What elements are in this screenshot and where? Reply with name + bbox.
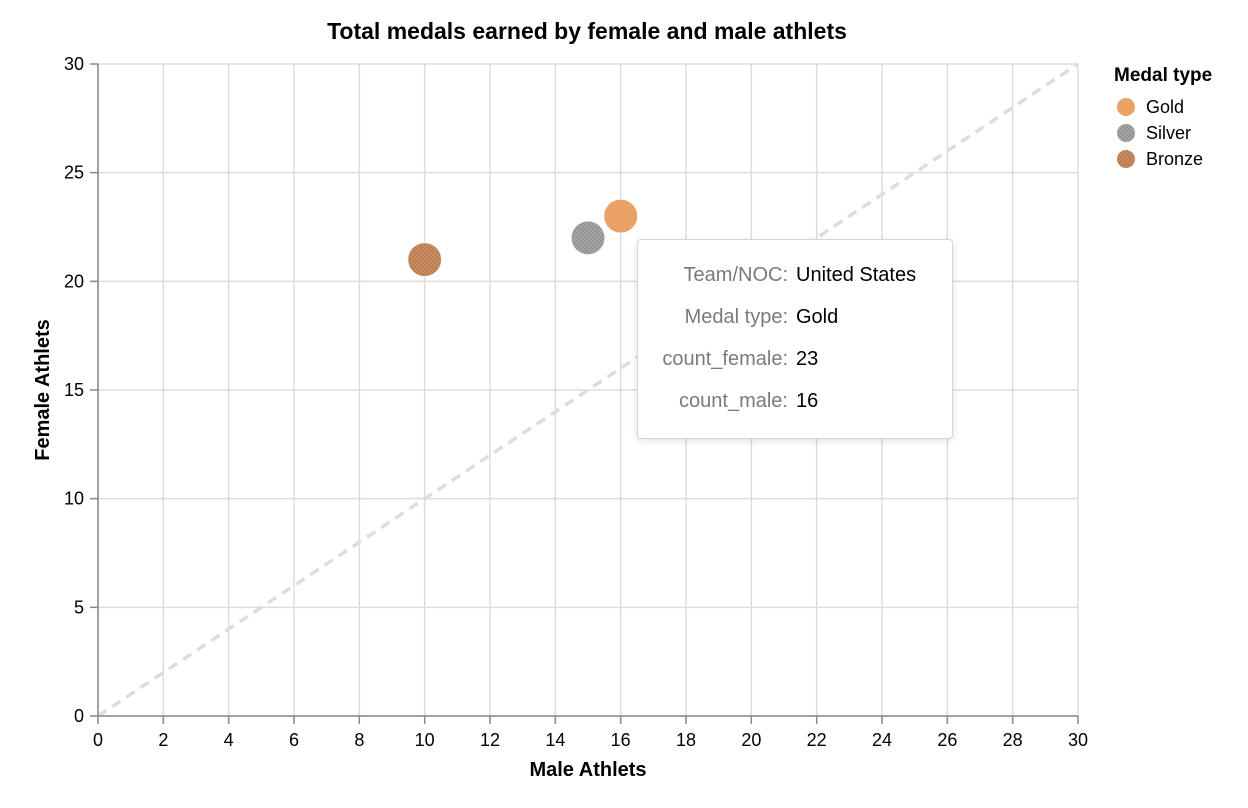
tooltip-row-count-female: count_female: 23 xyxy=(638,348,952,390)
x-tick-label: 4 xyxy=(224,730,234,750)
tooltip-value: 16 xyxy=(796,390,818,413)
tooltip-row-count-male: count_male: 16 xyxy=(638,390,952,432)
x-tick-label: 2 xyxy=(158,730,168,750)
x-tick-label: 0 xyxy=(93,730,103,750)
tooltip-key: count_female: xyxy=(638,348,796,371)
legend-label-bronze: Bronze xyxy=(1146,149,1203,169)
data-point-texture xyxy=(409,244,441,276)
x-tick-label: 26 xyxy=(937,730,957,750)
legend-symbol-gold xyxy=(1117,98,1135,116)
y-tick-label: 15 xyxy=(64,380,84,400)
x-tick-label: 10 xyxy=(415,730,435,750)
y-tick-label: 10 xyxy=(64,489,84,509)
y-tick-label: 20 xyxy=(64,271,84,291)
legend-symbol-texture xyxy=(1117,124,1135,142)
y-tick-label: 5 xyxy=(74,597,84,617)
chart-title: Total medals earned by female and male a… xyxy=(327,18,847,44)
x-tick-label: 30 xyxy=(1068,730,1088,750)
legend-label-gold: Gold xyxy=(1146,97,1184,117)
tooltip-key: count_male: xyxy=(638,390,796,413)
y-axis-title: Female Athlets xyxy=(32,319,54,461)
legend: Medal type Gold Silver Bronze xyxy=(1114,65,1212,169)
y-tick-label: 25 xyxy=(64,163,84,183)
x-axis-title: Male Athlets xyxy=(529,759,646,781)
legend-label-silver: Silver xyxy=(1146,123,1191,143)
tooltip-key: Medal type: xyxy=(638,306,796,329)
data-point-gold[interactable] xyxy=(604,199,638,233)
data-points xyxy=(408,199,638,276)
legend-symbol-texture xyxy=(1117,150,1135,168)
x-tick-label: 24 xyxy=(872,730,892,750)
x-tick-label: 28 xyxy=(1003,730,1023,750)
x-tick-label: 6 xyxy=(289,730,299,750)
x-tick-label: 20 xyxy=(741,730,761,750)
x-tick-label: 14 xyxy=(545,730,565,750)
tooltip-row-medal-type: Medal type: Gold xyxy=(638,306,952,348)
tooltip-value: United States xyxy=(796,264,916,287)
y-tick-label: 0 xyxy=(74,706,84,726)
tooltip: Team/NOC: United States Medal type: Gold… xyxy=(637,239,953,439)
tooltip-value: Gold xyxy=(796,306,838,329)
tooltip-value: 23 xyxy=(796,348,818,371)
x-tick-label: 18 xyxy=(676,730,696,750)
x-tick-label: 16 xyxy=(611,730,631,750)
x-tick-label: 12 xyxy=(480,730,500,750)
data-point-texture xyxy=(572,222,604,254)
y-tick-label: 30 xyxy=(64,54,84,74)
tooltip-row-team: Team/NOC: United States xyxy=(638,264,952,306)
x-tick-label: 22 xyxy=(807,730,827,750)
x-tick-label: 8 xyxy=(354,730,364,750)
legend-title: Medal type xyxy=(1114,65,1212,86)
tooltip-key: Team/NOC: xyxy=(638,264,796,287)
